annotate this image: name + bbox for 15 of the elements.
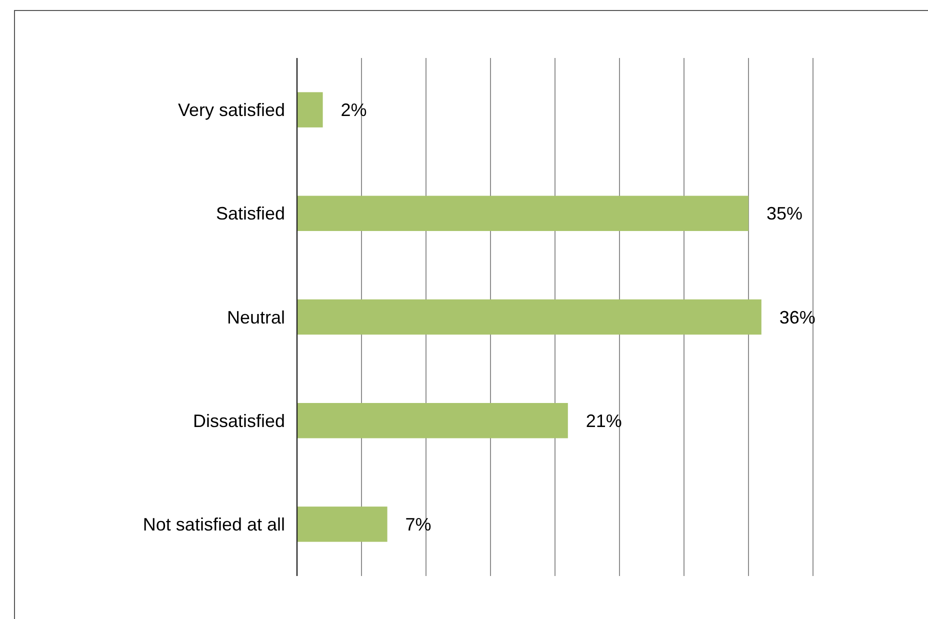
bar: [297, 196, 748, 232]
data-label: 36%: [779, 307, 816, 328]
y-tick-label: Satisfied: [216, 204, 285, 224]
data-label: 35%: [766, 204, 803, 224]
data-label: 7%: [405, 514, 432, 534]
y-tick-label: Very satisfied: [178, 100, 285, 120]
bar: [297, 402, 568, 438]
y-tick-label: Neutral: [226, 307, 285, 328]
data-label: 2%: [340, 100, 367, 120]
data-label: 21%: [586, 410, 622, 431]
bar: [297, 506, 388, 542]
bar: [297, 92, 323, 128]
bar: [297, 299, 762, 335]
y-tick-label: Dissatisfied: [192, 410, 285, 431]
y-tick-label: Not satisfied at all: [142, 514, 285, 534]
